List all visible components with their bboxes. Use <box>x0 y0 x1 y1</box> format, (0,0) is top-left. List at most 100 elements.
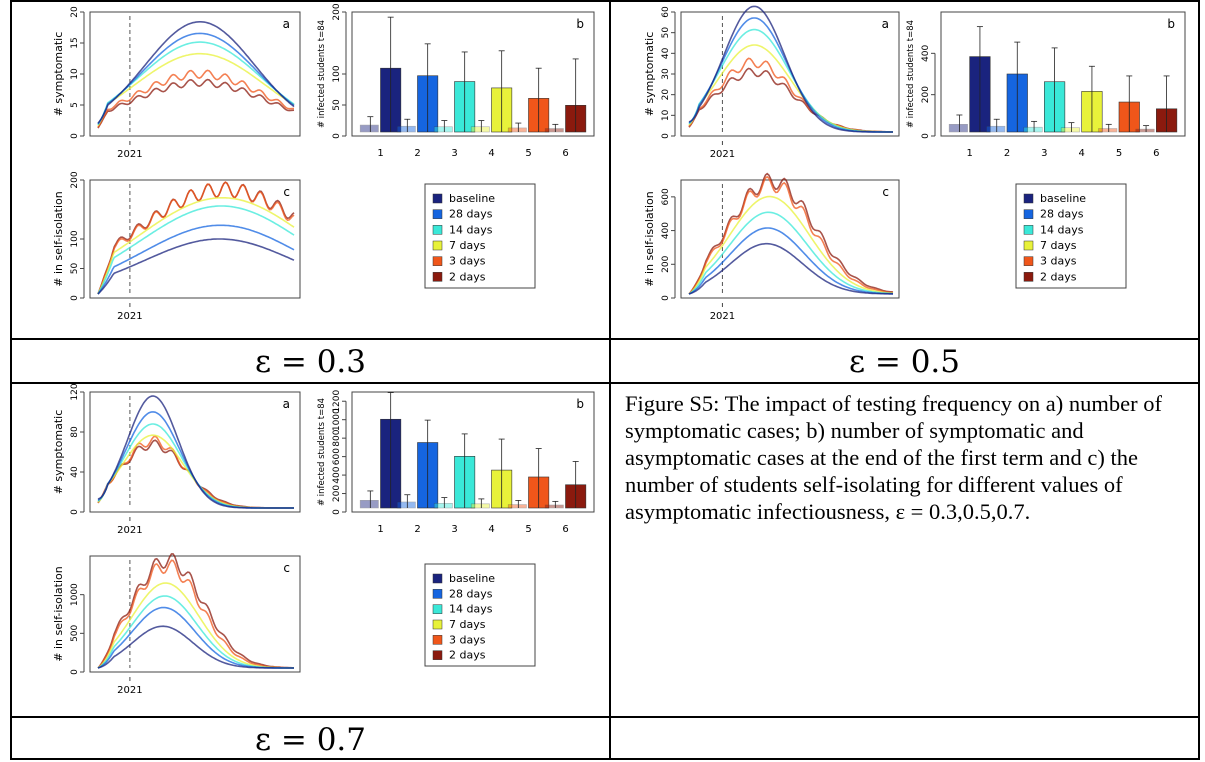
series-line-2-days <box>97 553 294 669</box>
plot-frame-b <box>940 11 1186 137</box>
series-line-baseline <box>97 395 294 509</box>
plot-frame-b <box>351 11 595 137</box>
bar-asymptomatic <box>470 503 490 509</box>
bar-asymptomatic <box>1023 126 1043 133</box>
legend-label: baseline <box>449 572 495 585</box>
bar-asymptomatic <box>433 126 453 133</box>
legend-label: 3 days <box>449 633 486 646</box>
x-tick-label: 2021 <box>710 149 735 160</box>
series-line-28-days <box>688 227 894 295</box>
x-tick-label: 6 <box>562 524 568 535</box>
y-axis-a-tick-label: 40 <box>70 466 80 478</box>
bar-asymptomatic <box>544 128 564 133</box>
series-line-baseline <box>97 625 294 669</box>
panel-label-c: c <box>283 561 290 575</box>
legend-label: 3 days <box>1040 255 1077 268</box>
x-tick-label: 1 <box>377 148 383 159</box>
legend-label: baseline <box>449 192 495 205</box>
y-axis-a-tick-label: 50 <box>661 27 671 39</box>
y-axis-b-tick-label: 400 <box>921 44 931 61</box>
x-tick-label: 3 <box>451 524 457 535</box>
bar-asymptomatic <box>359 499 379 509</box>
y-axis-b-tick-label: 100 <box>332 65 342 82</box>
series-line-7-days <box>688 195 894 295</box>
legend-label: 7 days <box>449 618 486 631</box>
legend-box <box>1015 183 1127 289</box>
bar-asymptomatic <box>359 124 379 133</box>
x-tick-label: 2021 <box>117 149 142 160</box>
y-axis-b-label: # infected students t=84 <box>317 20 327 128</box>
bar-asymptomatic <box>433 503 453 509</box>
bar-asymptomatic <box>948 124 968 133</box>
legend-label: 14 days <box>1040 223 1084 236</box>
panel-label-b: b <box>576 17 584 31</box>
y-axis-c-label: # in self-isolation <box>52 566 65 661</box>
series-line-7-days <box>97 582 294 669</box>
panel-label-c: c <box>283 185 290 199</box>
eps-label-0.5: ε = 0.5 <box>611 340 1200 384</box>
legend-swatch <box>432 256 443 266</box>
legend-swatch <box>1023 193 1034 204</box>
legend-box <box>424 183 536 289</box>
x-tick-label: 1 <box>377 524 383 535</box>
legend-swatch <box>432 240 443 251</box>
panel-label-a: a <box>283 17 290 31</box>
plot-frame-b <box>351 391 595 513</box>
y-axis-c-tick-label: 0 <box>661 295 671 301</box>
y-axis-a-tick-label: 0 <box>70 509 80 515</box>
y-axis-a-tick-label: 10 <box>70 68 80 80</box>
x-tick-label: 5 <box>525 524 531 535</box>
legend-swatch <box>432 589 443 599</box>
legend-label: 2 days <box>1040 270 1077 283</box>
y-axis-c-tick-label: 0 <box>70 295 80 301</box>
y-axis-a-tick-label: 30 <box>661 68 671 80</box>
legend-label: 2 days <box>449 649 486 662</box>
legend-swatch <box>432 272 443 282</box>
legend-label: baseline <box>1040 192 1086 205</box>
legend-swatch <box>1023 240 1034 251</box>
x-tick-label: 1 <box>966 148 972 159</box>
y-axis-b-label: # infected students t=84 <box>906 20 916 128</box>
x-tick-label: 6 <box>562 148 568 159</box>
series-line-14-days <box>97 205 295 295</box>
y-axis-b-tick-label: 0 <box>921 133 931 139</box>
x-tick-label: 4 <box>488 148 494 159</box>
legend-swatch <box>432 573 443 584</box>
x-tick-label: 2 <box>414 524 420 535</box>
legend-label: 7 days <box>449 239 486 252</box>
y-axis-c-label: # in self-isolation <box>643 191 656 286</box>
y-axis-b-tick-label: 400 <box>332 466 342 483</box>
x-tick-label: 5 <box>525 148 531 159</box>
legend-box <box>424 563 536 667</box>
series-line-28-days <box>97 224 295 295</box>
x-tick-label: 2 <box>414 148 420 159</box>
x-tick-label: 4 <box>1078 148 1084 159</box>
y-axis-b-label: # infected students t=84 <box>317 398 327 506</box>
legend-label: 3 days <box>449 255 486 268</box>
legend-swatch <box>1023 209 1034 219</box>
panel-label-c: c <box>882 185 889 199</box>
x-tick-label: 2021 <box>710 311 735 322</box>
x-tick-label: 2021 <box>117 525 142 536</box>
bar-asymptomatic <box>1135 128 1155 133</box>
x-tick-label: 3 <box>1041 148 1047 159</box>
series-line-14-days <box>688 211 894 295</box>
series-line-3-days <box>97 559 294 669</box>
y-axis-c-tick-label: 50 <box>70 263 80 275</box>
bar-asymptomatic <box>396 125 416 133</box>
plot-frame-c <box>89 179 301 299</box>
y-axis-a-tick-label: 20 <box>661 89 671 101</box>
y-axis-c-tick-label: 200 <box>70 171 80 188</box>
plot-frame-c <box>89 555 301 673</box>
figure-caption: Figure S5: The impact of testing frequen… <box>611 384 1200 718</box>
x-tick-label: 3 <box>451 148 457 159</box>
figure-table: 0 5 10 15 20 # symptomatic 2021 a 0 50 100 200 # inf… <box>10 0 1200 760</box>
series-line-baseline <box>97 238 295 295</box>
y-axis-a-tick-label: 10 <box>661 109 671 121</box>
y-axis-c-tick-label: 200 <box>661 255 671 272</box>
y-axis-b-tick-label: 50 <box>332 99 342 111</box>
bar-asymptomatic <box>396 501 416 509</box>
series-line-3-days <box>97 69 294 128</box>
y-axis-c-tick-label: 100 <box>70 230 80 247</box>
